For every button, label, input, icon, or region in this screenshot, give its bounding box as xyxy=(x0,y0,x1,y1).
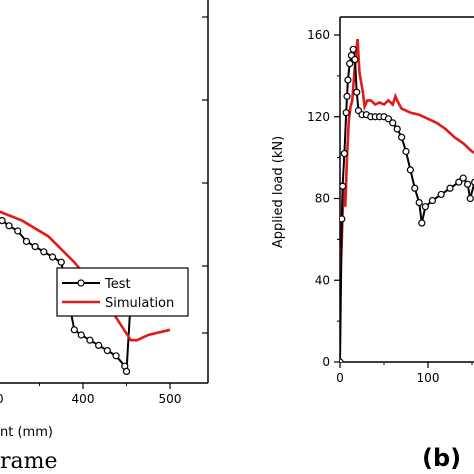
right-data-point xyxy=(459,174,467,182)
right-data-point xyxy=(398,133,406,141)
left-data-point xyxy=(22,237,31,245)
left-data-point xyxy=(40,248,48,256)
right-y-tick-label: 120 xyxy=(307,110,330,124)
left-x-tick-label: 500 xyxy=(159,392,182,406)
left-data-point xyxy=(103,347,111,355)
left-caption: rame xyxy=(0,449,58,474)
right-data-point xyxy=(411,184,419,192)
right-y-tick-label: 40 xyxy=(315,273,330,287)
left-data-point xyxy=(95,341,103,349)
right-data-point xyxy=(349,45,357,53)
left-data-point xyxy=(112,352,120,360)
right-data-point xyxy=(406,166,414,174)
right-data-point xyxy=(418,219,426,227)
right-plot-area xyxy=(340,38,474,362)
right-data-point xyxy=(351,55,359,64)
right-x-tick-label: 0 xyxy=(336,371,344,385)
right-data-point xyxy=(428,196,436,205)
right-data-point xyxy=(471,178,474,186)
right-data-point xyxy=(344,76,352,84)
right-data-point xyxy=(415,198,423,207)
left-x-tick-label: 400 xyxy=(72,392,95,406)
right-data-point xyxy=(389,119,397,127)
right-data-point xyxy=(466,194,474,203)
left-data-point xyxy=(122,367,131,375)
legend-box xyxy=(56,267,189,317)
right-y-tick-label: 80 xyxy=(315,192,330,206)
legend: Test Simulation xyxy=(56,267,189,317)
right-data-point xyxy=(437,190,445,199)
right-data-point xyxy=(421,203,429,211)
right-data-point xyxy=(340,149,348,158)
right-series-line-simulation xyxy=(340,38,474,285)
right-caption: (b) xyxy=(422,444,461,472)
right-data-point xyxy=(384,115,392,123)
right-data-point xyxy=(340,358,344,362)
left-data-point xyxy=(86,336,94,344)
right-data-point xyxy=(342,109,350,117)
left-x-tick-label: 00 xyxy=(0,392,4,406)
right-x-tick-label: 100 xyxy=(417,371,440,385)
legend-test-label: Test xyxy=(104,277,131,292)
left-data-point xyxy=(14,227,22,235)
right-data-point xyxy=(346,60,354,68)
legend-test-marker xyxy=(77,279,85,287)
left-data-point xyxy=(0,217,6,225)
right-y-tick-label: 160 xyxy=(307,28,330,42)
left-chart: 00 400 500 nt (mm) Test Simulation xyxy=(0,0,209,440)
left-data-point xyxy=(57,258,65,266)
right-y-tick-label: 0 xyxy=(322,355,330,369)
left-data-point xyxy=(77,331,85,339)
right-data-point xyxy=(393,125,401,133)
left-x-axis-label: nt (mm) xyxy=(0,425,53,440)
right-series-line-test xyxy=(340,49,474,362)
left-data-point xyxy=(48,253,57,261)
right-data-point xyxy=(340,215,346,223)
right-data-point xyxy=(402,147,410,156)
right-y-axis-label: Applied load (kN) xyxy=(271,136,286,248)
legend-simulation-label: Simulation xyxy=(105,296,174,311)
left-data-point xyxy=(5,222,13,230)
right-data-point xyxy=(340,182,347,190)
right-data-point xyxy=(353,88,361,96)
right-data-point xyxy=(464,180,472,188)
left-data-point xyxy=(31,243,39,251)
right-data-point xyxy=(455,178,463,186)
right-data-point xyxy=(446,184,454,192)
left-data-point xyxy=(70,326,78,334)
right-chart: 0 40 80 120 160 0 100 Applied load (kN) xyxy=(271,16,474,385)
right-data-point xyxy=(343,92,351,100)
